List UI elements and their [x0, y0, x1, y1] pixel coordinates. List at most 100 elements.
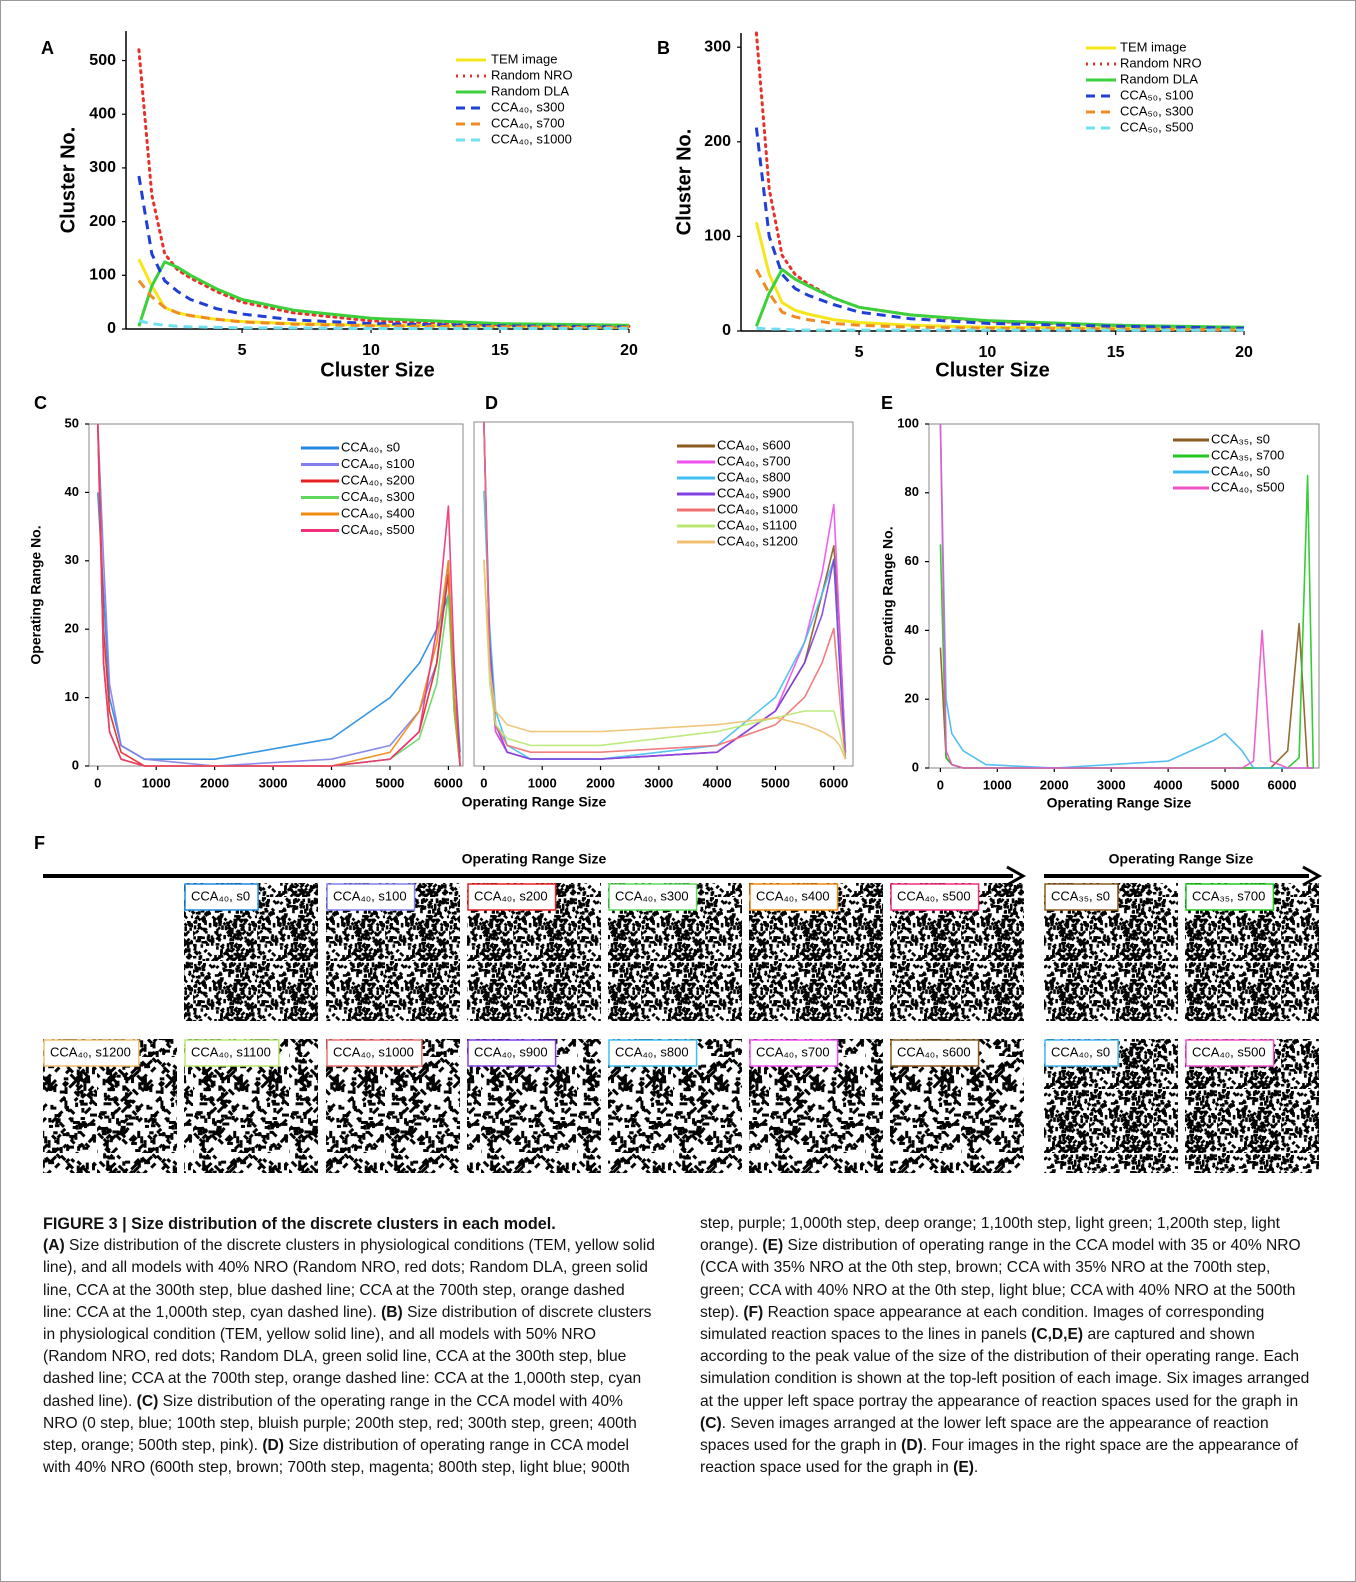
condition-label: CCA₄₀, s1200: [50, 1044, 131, 1059]
y-tick-label: 50: [65, 415, 79, 430]
legend-label: CCA₄₀, s1200: [717, 533, 798, 548]
y-tick-label: 60: [905, 553, 919, 568]
condition-label-box: [1044, 1039, 1119, 1067]
legend-label: CCA₄₀, s500: [341, 522, 415, 537]
caption-segment: (C): [136, 1392, 159, 1410]
legend-label: CCA₄₀, s600: [717, 437, 791, 452]
x-tick-label: 2000: [200, 775, 229, 790]
condition-label: CCA₄₀, s200: [474, 888, 548, 903]
series-line: [939, 474, 1315, 769]
caption-segment: (C,D,E): [1031, 1326, 1084, 1344]
x-tick-label: 5: [238, 342, 247, 359]
y-tick-label: 40: [905, 622, 919, 637]
legend-label: CCA₄₀, s800: [717, 469, 791, 484]
legend-label: CCA₄₀, s0: [1211, 463, 1270, 478]
caption-segment: (C): [700, 1414, 722, 1432]
y-axis-label: Cluster No.: [673, 129, 695, 236]
caption-segment: Size distribution of the operating range…: [43, 1392, 637, 1455]
y-tick-label: 80: [905, 484, 919, 499]
y-tick-label: 0: [107, 320, 116, 337]
condition-label: CCA₄₀, s600: [897, 1044, 971, 1059]
y-tick-label: 40: [65, 484, 79, 499]
x-tick-label: 0: [937, 777, 944, 792]
x-axis-label: Operating Range Size: [462, 794, 607, 810]
legend-label: CCA₄₀, s100: [341, 456, 415, 471]
x-tick-label: 10: [362, 342, 380, 359]
caption-segment: Size distribution of discrete clusters i…: [43, 1303, 652, 1410]
x-tick-label: 4000: [317, 775, 346, 790]
arrow-label: Operating Range Size: [1109, 851, 1254, 867]
condition-label: CCA₄₀, s100: [333, 888, 407, 903]
y-tick-label: 400: [89, 105, 116, 122]
condition-label-box: [608, 1039, 698, 1067]
condition-label-box: [890, 883, 980, 911]
x-tick-label: 2000: [586, 775, 615, 790]
y-tick-label: 300: [89, 159, 116, 176]
series-line: [138, 319, 629, 330]
legend-label: CCA₄₀, s1000: [717, 501, 798, 516]
x-tick-label: 20: [620, 342, 638, 359]
condition-label-box: [467, 1039, 557, 1067]
x-tick-label: 15: [491, 342, 509, 359]
condition-label-box: [467, 883, 557, 911]
legend-label: TEM image: [1120, 39, 1186, 54]
panel-label: B: [657, 38, 670, 58]
y-tick-label: 500: [89, 52, 116, 69]
condition-label-box: [326, 883, 416, 911]
caption-segment: Reaction space appearance at each condit…: [700, 1303, 1265, 1344]
legend-label: Random NRO: [1120, 55, 1202, 70]
y-tick-label: 100: [897, 415, 919, 430]
y-tick-label: 20: [905, 691, 919, 706]
condition-label-box: [1044, 883, 1119, 911]
series-line: [483, 421, 847, 760]
x-tick-label: 5000: [375, 775, 404, 790]
y-tick-label: 200: [89, 213, 116, 230]
series-line: [97, 423, 461, 767]
y-tick-label: 300: [704, 38, 731, 55]
legend-label: CCA₅₀, s100: [1120, 87, 1194, 102]
x-tick-label: 20: [1235, 344, 1253, 361]
caption-segment: Size distribution of operating range in …: [700, 1237, 1301, 1321]
condition-label-box: [749, 1039, 839, 1067]
y-tick-label: 0: [722, 322, 731, 339]
x-tick-label: 3000: [259, 775, 288, 790]
panel-label: D: [485, 393, 498, 413]
x-tick-label: 10: [978, 344, 996, 361]
legend-label: CCA₄₀, s1100: [717, 517, 797, 532]
caption-segment: .: [973, 1459, 979, 1477]
x-tick-label: 15: [1107, 344, 1125, 361]
panel-label: E: [881, 393, 893, 413]
plot-frame: [473, 421, 854, 767]
y-tick-label: 100: [89, 267, 116, 284]
caption-segment: (D): [901, 1437, 923, 1455]
caption-segment: (B): [381, 1303, 403, 1321]
y-tick-label: 200: [704, 133, 731, 150]
condition-label-box: [326, 1039, 423, 1067]
legend-label: CCA₄₀, s1000: [491, 131, 572, 146]
x-tick-label: 6000: [1268, 777, 1297, 792]
y-tick-label: 0: [72, 757, 79, 772]
legend-label: Random NRO: [491, 67, 573, 82]
caption-segment: (E): [953, 1459, 974, 1477]
series-line: [754, 127, 1245, 330]
condition-label-box: [890, 1039, 980, 1067]
x-tick-label: 0: [480, 775, 487, 790]
legend-label: CCA₅₀, s500: [1120, 119, 1194, 134]
y-tick-label: 100: [704, 228, 731, 245]
legend-label: CCA₃₅, s700: [1211, 447, 1284, 462]
condition-label: CCA₄₀, s1100: [191, 1044, 271, 1059]
legend-label: CCA₄₀, s300: [491, 99, 565, 114]
arrow-head: [1302, 865, 1323, 887]
condition-label: CCA₄₀, s900: [474, 1044, 548, 1059]
legend-label: CCA₄₀, s400: [341, 505, 415, 520]
series-line: [137, 260, 630, 327]
caption: FIGURE 3 | Size distribution of the disc…: [43, 1213, 1313, 1575]
caption-segment: (D): [262, 1437, 284, 1455]
y-tick-label: 0: [912, 759, 919, 774]
condition-label: CCA₄₀, s0: [1051, 1044, 1110, 1059]
condition-label: CCA₃₅, s0: [1051, 888, 1110, 903]
y-tick-label: 30: [65, 552, 79, 567]
condition-label: CCA₄₀, s0: [191, 888, 250, 903]
series-line: [137, 279, 630, 329]
